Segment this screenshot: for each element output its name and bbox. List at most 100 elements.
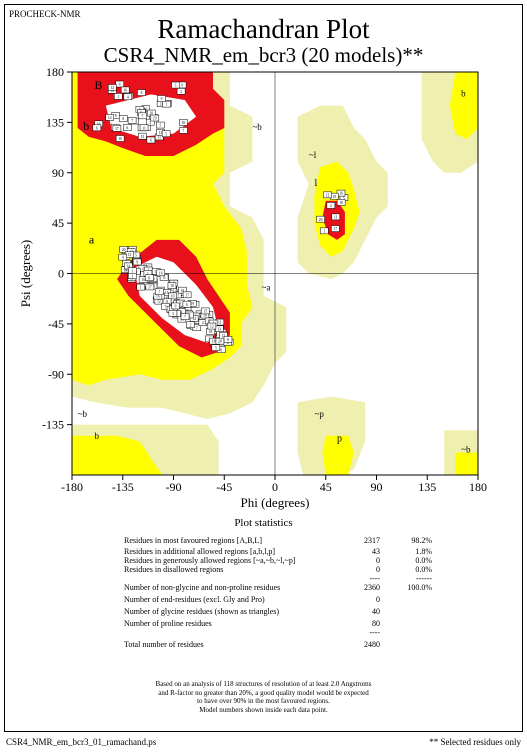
data-point-label: 7	[196, 326, 198, 330]
region-label: ~b	[461, 445, 471, 455]
data-point	[112, 125, 122, 132]
data-point-label: 19	[190, 302, 194, 306]
data-point-label: 9	[161, 97, 163, 101]
region-label: a	[89, 232, 95, 246]
data-point	[320, 227, 329, 235]
note-line: to have over 90% in the most favoured re…	[197, 697, 330, 705]
y-tick-label: -90	[48, 367, 64, 381]
data-point-label: 3	[180, 302, 182, 306]
data-point	[167, 282, 177, 289]
data-point-label: 4	[119, 83, 121, 87]
data-point	[171, 302, 180, 310]
data-point	[186, 321, 195, 329]
data-point-label: 5	[343, 196, 345, 200]
data-point-label: 4	[127, 95, 129, 99]
ramachandran-plot: -180 -135 -90 -45 0 45 90 135 18018013590450-45-…	[18, 65, 487, 510]
data-point	[139, 124, 149, 131]
data-point	[138, 112, 147, 120]
x-tick-label: -180	[61, 480, 83, 494]
data-point	[180, 313, 190, 320]
data-point-label: 16	[124, 268, 128, 272]
data-point	[154, 288, 164, 295]
data-point	[182, 300, 192, 308]
data-point-label: 11	[142, 126, 146, 130]
note-line: Based on an analysis of 118 structures o…	[155, 680, 372, 688]
data-point	[156, 269, 165, 277]
region-label: ~a	[261, 282, 270, 292]
y-tick-label: -135	[42, 418, 64, 432]
data-point-label: 16	[156, 295, 160, 299]
stats-row-label: Number of non-glycine and non-proline re…	[124, 583, 281, 592]
stats-row-count: 80	[372, 619, 380, 628]
data-point	[323, 191, 332, 199]
data-point	[316, 215, 325, 223]
data-point-label: 12	[157, 300, 161, 304]
data-point-label: 6	[186, 303, 188, 307]
x-tick-label: 90	[371, 480, 383, 494]
data-point-label: 8	[115, 114, 117, 118]
data-point-label: 18	[181, 289, 185, 293]
data-point-label: 12	[111, 86, 115, 90]
stats-row-count: 0	[376, 565, 380, 574]
stats-row-percent: ------	[416, 574, 432, 583]
region-label: b	[83, 119, 89, 133]
stats-row-percent: 0.0%	[415, 556, 432, 565]
data-point-label: 19	[153, 117, 157, 121]
data-point-label: 10	[171, 294, 175, 298]
data-point	[168, 292, 177, 300]
data-point-label: 1	[131, 274, 133, 278]
note-line: and R-factor no greater than 20%, a good…	[158, 688, 369, 697]
data-point-label: 18	[170, 284, 174, 288]
data-point	[127, 117, 137, 124]
data-point-label: 7	[158, 290, 160, 294]
data-point-label: 17	[334, 227, 338, 231]
data-point	[146, 136, 156, 144]
data-point	[215, 337, 225, 345]
data-point-label: 8	[148, 276, 150, 280]
data-point-label: 16	[165, 291, 169, 295]
data-point-label: 13	[159, 102, 163, 106]
data-point-label: 1	[147, 272, 149, 276]
y-axis-label: Psi (degrees)	[18, 240, 33, 308]
stats-row-count: 2317	[364, 536, 380, 545]
stats-row-count: ----	[369, 628, 380, 637]
stats-row-count: 40	[372, 607, 380, 616]
data-point-label: 1	[323, 229, 325, 233]
data-point-label: 12	[326, 193, 330, 197]
data-point-label: 13	[159, 131, 163, 135]
data-point-label: 7	[142, 114, 144, 118]
region-label: ~b	[252, 122, 262, 132]
data-point-label: 5	[135, 254, 137, 258]
data-point-label: 15	[219, 343, 223, 347]
data-point	[138, 132, 147, 140]
data-point	[119, 115, 128, 122]
x-tick-label: -135	[112, 480, 134, 494]
data-point-label: 2	[149, 121, 151, 125]
data-point-label: 16	[123, 89, 127, 93]
stats-row-label: Residues in most favoured regions [A,B,L…	[124, 536, 262, 545]
data-point-label: 11	[175, 294, 179, 298]
data-point-label: 14	[192, 317, 196, 321]
stats-row-percent: 0.0%	[415, 565, 432, 574]
data-point	[207, 322, 217, 330]
y-tick-label: 45	[52, 216, 64, 230]
data-point	[123, 124, 132, 131]
data-point	[178, 286, 187, 294]
region-allowed-bottom	[72, 435, 163, 475]
data-point	[132, 258, 142, 266]
chart-subtitle: CSR4_NMR_em_bcr3 (20 models)**	[103, 43, 424, 67]
data-point	[336, 199, 346, 206]
data-point-label: 16	[159, 271, 163, 275]
data-point	[162, 100, 171, 108]
data-point-label: 8	[122, 117, 124, 121]
data-point-label: 13	[128, 253, 132, 257]
stats-row-label: Total number of residues	[124, 640, 204, 649]
data-point-label: 5	[215, 346, 217, 350]
region-label: p	[337, 433, 342, 444]
stats-row-percent: 1.8%	[415, 547, 432, 556]
stats-row-count: ----	[369, 574, 380, 583]
data-point	[108, 84, 117, 91]
data-point-label: 4	[122, 256, 124, 260]
chart-title: Ramachandran Plot	[157, 14, 370, 44]
region-label: ~p	[314, 409, 324, 419]
